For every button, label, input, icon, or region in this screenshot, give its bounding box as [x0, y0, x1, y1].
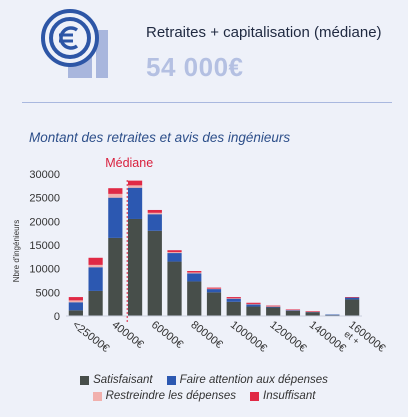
legend-label: Satisfaisant — [93, 374, 153, 386]
legend-label: Faire attention aux dépenses — [179, 374, 328, 386]
bar-segment-satisfaisant — [167, 261, 182, 316]
legend-item: Insuffisant — [250, 390, 315, 402]
legend-row: Satisfaisant Faire attention aux dépenses — [0, 374, 408, 386]
bar-segment-restreindre-les-d-penses — [246, 303, 261, 305]
median-label: Médiane — [105, 156, 153, 170]
kpi-value: 54 000€ — [146, 52, 244, 82]
bar-segment-satisfaisant — [127, 218, 143, 316]
bar-segment-faire-attention-aux-d-penses — [147, 214, 162, 231]
bar-segment-satisfaisant — [108, 237, 123, 316]
bar-segment-faire-attention-aux-d-penses — [127, 187, 143, 219]
bar-segment-insuffisant — [305, 311, 320, 312]
bar-segment-insuffisant — [147, 209, 162, 213]
y-tick-label: 10000 — [29, 264, 60, 276]
bar-segment-faire-attention-aux-d-penses — [246, 304, 261, 307]
x-tick-label: <25000€ — [70, 319, 111, 355]
bar-segment-faire-attention-aux-d-penses — [68, 302, 83, 311]
bar-segment-satisfaisant — [187, 281, 202, 316]
kpi-header: Retraites + capitalisation (médiane) 54 … — [0, 0, 408, 96]
legend-item: Restreindre les dépenses — [92, 390, 236, 402]
bar-segment-satisfaisant — [305, 312, 320, 316]
bar-segment-satisfaisant — [147, 230, 162, 316]
legend-swatch — [250, 391, 259, 401]
bar-segment-insuffisant — [345, 297, 360, 298]
bar-segment-restreindre-les-d-penses — [88, 264, 103, 268]
bar-segment-insuffisant — [187, 271, 202, 273]
legend-swatch — [166, 375, 176, 385]
bar-segment-insuffisant — [68, 297, 83, 301]
bar-segment-restreindre-les-d-penses — [187, 272, 202, 274]
bar-segment-insuffisant — [167, 250, 182, 253]
y-tick-label: 30000 — [29, 169, 60, 181]
bar-segment-insuffisant — [206, 287, 222, 289]
bar-segment-insuffisant — [127, 180, 143, 186]
legend: Satisfaisant Faire attention aux dépenses… — [0, 374, 408, 406]
legend-item: Faire attention aux dépenses — [166, 374, 328, 386]
bar-segment-satisfaisant — [88, 290, 103, 316]
bar-segment-faire-attention-aux-d-penses — [345, 297, 360, 300]
bar-segment-insuffisant — [88, 257, 103, 265]
y-tick-label: 0 — [54, 311, 60, 323]
bar-segment-insuffisant — [226, 297, 241, 299]
bar-segment-satisfaisant — [345, 299, 360, 316]
x-tick-label: 120000€ — [267, 319, 308, 355]
bar-segment-satisfaisant — [246, 306, 261, 316]
bar-segment-satisfaisant — [226, 301, 241, 316]
bar-segment-faire-attention-aux-d-penses — [266, 306, 281, 308]
bar-segment-restreindre-les-d-penses — [68, 300, 83, 303]
bar-segment-satisfaisant — [68, 310, 83, 316]
euro-coin-bar-chart-icon — [41, 9, 108, 78]
x-tick-label: 160000€et + — [340, 319, 387, 363]
bar-segment-restreindre-les-d-penses — [266, 306, 281, 307]
bar-segment-faire-attention-aux-d-penses — [206, 289, 222, 293]
bar-segment-faire-attention-aux-d-penses — [325, 314, 340, 316]
bar-segment-restreindre-les-d-penses — [167, 252, 182, 254]
bar-segment-insuffisant — [266, 305, 281, 307]
y-tick-label: 15000 — [29, 240, 60, 252]
x-tick-label: 80000€ — [188, 319, 224, 351]
y-axis: 0 5000 10000 15000 20000 25000 30000 Nbre d'ing… — [12, 169, 60, 323]
kpi-label: Retraites + capitalisation (médiane) — [146, 24, 382, 41]
bar-segment-insuffisant — [246, 302, 261, 304]
bar-segment-satisfaisant — [266, 307, 281, 316]
x-tick-label: 60000€ — [149, 319, 185, 351]
bar-segment-satisfaisant — [285, 310, 301, 316]
bar-segment-restreindre-les-d-penses — [147, 212, 162, 215]
divider — [22, 102, 392, 103]
bar-segment-faire-attention-aux-d-penses — [187, 273, 202, 282]
bar-segment-faire-attention-aux-d-penses — [167, 253, 182, 262]
bar-segment-restreindre-les-d-penses — [226, 298, 241, 299]
legend-item: Satisfaisant — [80, 374, 153, 386]
legend-row: Restreindre les dépenses Insuffisant — [0, 390, 408, 402]
bars — [68, 180, 360, 316]
y-axis-label: Nbre d'ingénieurs — [12, 220, 21, 282]
legend-swatch — [80, 375, 90, 385]
y-tick-label: 5000 — [36, 287, 60, 299]
median-marker: Médiane — [105, 156, 153, 324]
y-tick-label: 20000 — [29, 216, 60, 228]
bar-segment-restreindre-les-d-penses — [127, 185, 143, 188]
chart-title: Montant des retraites et avis des ingéni… — [29, 130, 291, 145]
x-axis: <25000€40000€ 60000€ 80000€ 100000€120000€ 1… — [66, 315, 387, 363]
bar-segment-satisfaisant — [206, 292, 222, 316]
bar-segment-insuffisant — [108, 188, 123, 194]
bar-segment-faire-attention-aux-d-penses — [88, 267, 103, 291]
bar-segment-faire-attention-aux-d-penses — [108, 197, 123, 238]
legend-swatch — [92, 391, 102, 401]
legend-label: Restreindre les dépenses — [105, 390, 236, 402]
bar-segment-satisfaisant — [325, 314, 340, 316]
x-tick-label: 40000€ — [109, 319, 145, 351]
y-tick-label: 25000 — [29, 193, 60, 205]
legend-label: Insuffisant — [263, 390, 316, 402]
bar-segment-restreindre-les-d-penses — [206, 288, 222, 290]
x-tick-label: 100000€ — [228, 319, 269, 355]
bar-segment-faire-attention-aux-d-penses — [285, 309, 301, 311]
bar-segment-insuffisant — [285, 309, 301, 311]
bar-segment-restreindre-les-d-penses — [108, 193, 123, 198]
bar-segment-faire-attention-aux-d-penses — [226, 298, 241, 302]
stacked-bar-chart: 0 5000 10000 15000 20000 25000 30000 Nbre d'ing… — [12, 156, 387, 363]
